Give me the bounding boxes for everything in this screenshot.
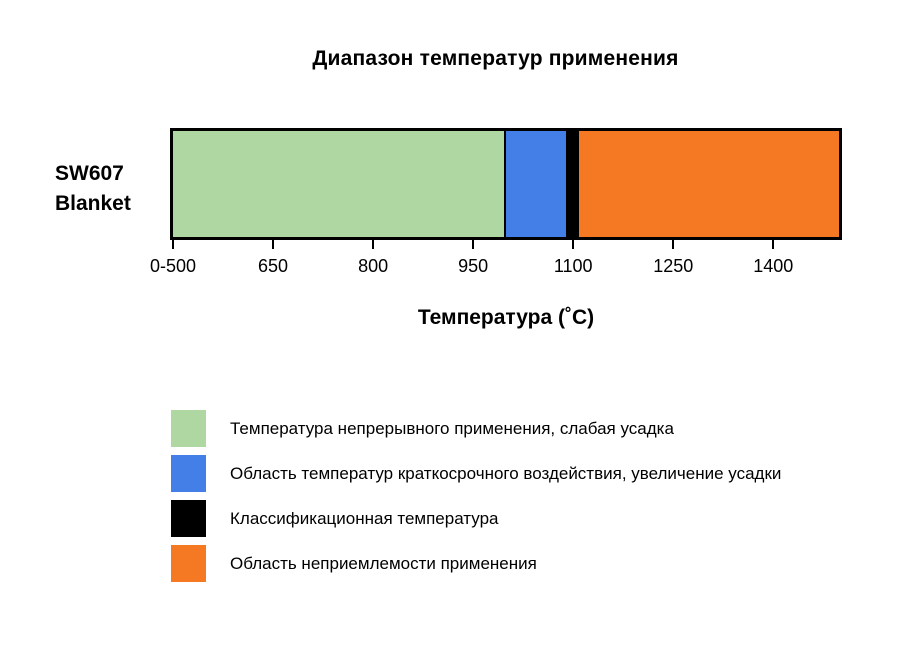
temperature-range-bar (170, 128, 842, 240)
legend-label-2: Область температур краткосрочного воздей… (230, 463, 782, 483)
x-axis-tick-1 (172, 240, 174, 249)
legend-swatch-4 (171, 545, 206, 582)
bar-segment-2 (506, 131, 566, 237)
legend: Температура непрерывного применения, сла… (171, 410, 871, 590)
row-label: SW607 Blanket (55, 159, 131, 219)
legend-label-3: Классификационная температура (230, 508, 499, 528)
chart-title: Диапазон температур применения (312, 47, 679, 70)
x-axis-tick-label-7: 1400 (753, 256, 794, 276)
row-label-line2: Blanket (55, 192, 131, 215)
legend-swatch-3 (171, 500, 206, 537)
legend-swatch-1 (171, 410, 206, 447)
x-axis-tick-4 (472, 240, 475, 249)
x-axis-tick-2 (272, 240, 275, 249)
legend-label-1: Температура непрерывного применения, сла… (230, 418, 674, 438)
x-axis-tick-label-4: 950 (458, 256, 489, 276)
bar-segment-4 (579, 131, 839, 237)
x-axis-tick-label-2: 650 (258, 256, 289, 276)
legend-label-4: Область неприемлемости применения (230, 553, 537, 573)
x-axis: 0-500 650 800 950 1100 1250 1400 (150, 240, 840, 285)
x-axis-tick-label-1: 0-500 (149, 256, 197, 276)
x-axis-tick-7 (772, 240, 775, 249)
x-axis-tick-6 (672, 240, 675, 249)
legend-row-1: Температура непрерывного применения, сла… (171, 410, 871, 447)
legend-row-2: Область температур краткосрочного воздей… (171, 455, 871, 492)
bar-segment-1 (173, 131, 506, 237)
x-axis-title: Температура (˚C) (417, 306, 595, 329)
x-axis-tick-3 (372, 240, 375, 249)
x-axis-tick-label-6: 1250 (653, 256, 694, 276)
x-axis-tick-label-3: 800 (358, 256, 389, 276)
legend-row-3: Классификационная температура (171, 500, 871, 537)
x-axis-tick-5 (572, 240, 575, 249)
legend-swatch-2 (171, 455, 206, 492)
bar-segment-3 (565, 131, 580, 237)
x-axis-tick-label-5: 1100 (553, 256, 593, 276)
row-label-line1: SW607 (55, 162, 124, 185)
legend-row-4: Область неприемлемости применения (171, 545, 871, 582)
